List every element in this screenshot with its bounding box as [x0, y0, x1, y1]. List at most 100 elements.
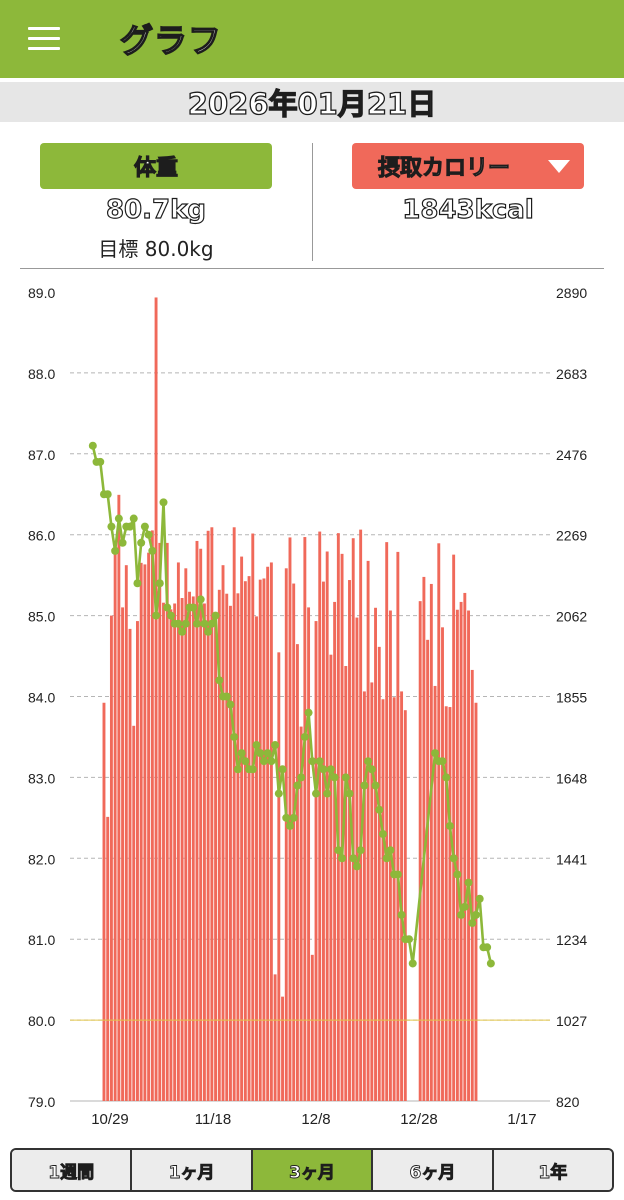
- weight-point: [297, 773, 306, 782]
- calorie-dropdown-label: 摂取カロリー: [377, 156, 511, 182]
- calorie-bar: [277, 652, 281, 1101]
- weight-point: [464, 878, 473, 887]
- weight-point: [133, 579, 142, 588]
- weight-point: [397, 910, 406, 919]
- calorie-bar: [444, 706, 448, 1101]
- calorie-bar: [169, 609, 173, 1101]
- calorie-bar: [154, 297, 158, 1101]
- calorie-bar: [225, 593, 229, 1101]
- y-left-tick-label: 83.0: [28, 770, 55, 786]
- weight-point: [248, 765, 257, 774]
- weight-point: [315, 757, 324, 766]
- weight-point: [460, 902, 469, 911]
- weight-button[interactable]: 体重: [40, 143, 272, 189]
- y-right-tick-label: 1855: [556, 690, 587, 706]
- weight-point: [137, 538, 146, 547]
- weight-point: [483, 943, 492, 952]
- weight-point: [144, 530, 153, 539]
- weight-point: [438, 757, 447, 766]
- weight-point: [259, 757, 268, 766]
- weight-point: [252, 741, 261, 750]
- weight-point: [457, 910, 466, 919]
- calorie-bar: [147, 552, 151, 1101]
- weight-point: [323, 789, 332, 798]
- calorie-bar: [459, 601, 463, 1101]
- x-tick-label: 11/18: [195, 1111, 231, 1128]
- tab-1-month[interactable]: 1ヶ月: [132, 1150, 253, 1190]
- calorie-bar: [132, 725, 136, 1101]
- weight-point: [211, 611, 220, 620]
- y-right-tick-label: 1234: [556, 932, 587, 948]
- weight-point: [360, 781, 369, 790]
- weight-point: [431, 749, 440, 758]
- tab-1-week[interactable]: 1週間: [12, 1150, 133, 1190]
- calorie-bar: [150, 530, 154, 1101]
- calorie-bar: [281, 996, 284, 1101]
- y-right-tick-label: 1027: [556, 1013, 587, 1029]
- weight-point: [449, 854, 458, 863]
- weight-point: [200, 619, 209, 628]
- weight-point: [163, 603, 172, 612]
- calorie-bar: [162, 602, 165, 1101]
- calorie-bar: [136, 621, 139, 1101]
- x-tick-label: 12/28: [400, 1111, 438, 1128]
- x-tick-label: 12/8: [301, 1111, 330, 1128]
- calorie-bar: [318, 531, 322, 1101]
- calorie-bar: [370, 682, 374, 1101]
- weight-point: [367, 765, 376, 774]
- weight-point: [334, 846, 343, 855]
- date-header: 2026年01月21日: [0, 82, 624, 122]
- y-right-tick-label: 2269: [556, 528, 587, 544]
- weight-point: [341, 773, 350, 782]
- calorie-bar: [199, 548, 203, 1101]
- calorie-bar: [236, 593, 240, 1101]
- calorie-bar: [210, 527, 214, 1101]
- chevron-down-icon: [548, 160, 570, 173]
- weight-point: [114, 514, 123, 523]
- calorie-bar: [385, 542, 389, 1101]
- weight-point: [486, 959, 495, 968]
- calorie-bar: [441, 627, 444, 1101]
- weight-point: [282, 813, 291, 822]
- calorie-bar: [351, 538, 355, 1101]
- calorie-bar: [143, 564, 147, 1101]
- weight-point: [293, 781, 302, 790]
- calorie-bar: [106, 816, 110, 1101]
- calorie-bar: [251, 533, 255, 1101]
- calorie-bar: [184, 568, 188, 1101]
- weight-point: [304, 708, 313, 717]
- calorie-dropdown[interactable]: 摂取カロリー: [352, 143, 584, 189]
- calorie-bar: [392, 697, 396, 1101]
- calorie-bar: [322, 581, 325, 1101]
- weight-calorie-chart[interactable]: 89.0 2890 88.0 2683 87.0 2476 86.0 2269 85.0 2062…: [0, 270, 624, 1140]
- tab-6-months[interactable]: 6ヶ月: [373, 1150, 494, 1190]
- calorie-bar: [206, 530, 210, 1101]
- calorie-bar: [102, 702, 106, 1101]
- menu-button[interactable]: [28, 20, 64, 56]
- calorie-bar: [247, 576, 251, 1101]
- y-left-tick-label: 85.0: [28, 609, 55, 625]
- tab-1-year[interactable]: 1年: [493, 1150, 612, 1190]
- weight-point: [453, 870, 462, 879]
- weight-point: [126, 522, 135, 531]
- calorie-bar: [180, 598, 184, 1101]
- calorie-bar: [229, 605, 232, 1101]
- calorie-bar: [292, 583, 296, 1101]
- calorie-bar: [403, 710, 407, 1101]
- calorie-bar: [344, 666, 348, 1101]
- calorie-bar: [295, 644, 299, 1101]
- calorie-bar: [422, 576, 426, 1101]
- weight-point: [371, 781, 380, 790]
- weight-point: [118, 538, 127, 547]
- calorie-bar: [262, 578, 266, 1101]
- calorie-bar: [266, 566, 270, 1101]
- tab-3-months[interactable]: 3ヶ月: [252, 1150, 374, 1190]
- calorie-bar: [121, 607, 125, 1101]
- weight-point: [386, 846, 395, 855]
- calorie-bar: [299, 726, 303, 1101]
- weight-point: [196, 595, 205, 604]
- y-left-tick-label: 89.0: [28, 285, 55, 301]
- calorie-bar: [139, 562, 143, 1101]
- section-divider: [20, 268, 604, 269]
- weight-point: [226, 700, 235, 709]
